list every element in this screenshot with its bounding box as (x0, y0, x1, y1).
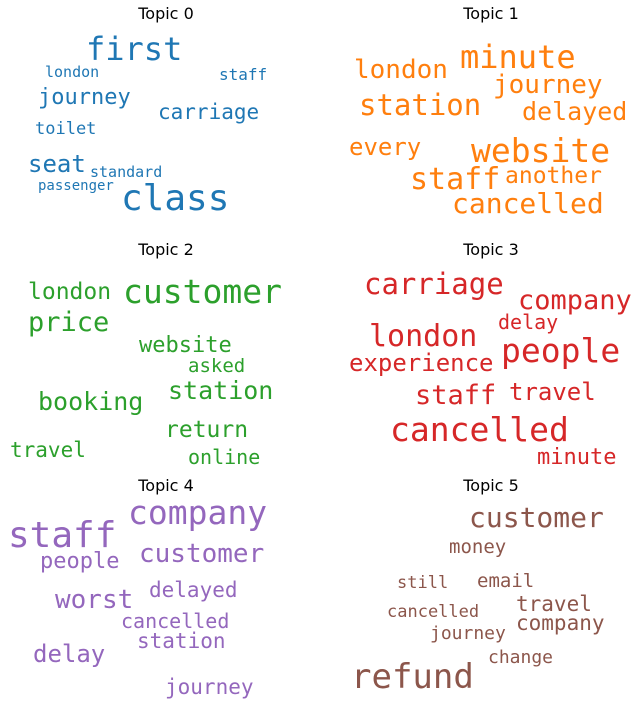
word-london: london (28, 279, 111, 305)
word-delay: delay (498, 310, 558, 334)
word-journey: journey (38, 85, 131, 110)
word-first: first (86, 30, 182, 68)
word-delayed: delayed (149, 578, 238, 602)
word-booking: booking (38, 387, 143, 416)
word-another: another (505, 163, 602, 189)
word-journey: journey (430, 623, 506, 644)
word-worst: worst (55, 585, 133, 615)
word-passenger: passenger (38, 178, 114, 194)
topic-title: Topic 3 (462, 240, 519, 259)
topic-title: Topic 0 (137, 4, 194, 23)
word-station: station (359, 88, 481, 122)
word-staff: staff (219, 65, 267, 84)
topic-panel-0: Topic 0 first journey carriage class seat toil… (28, 4, 267, 219)
word-journey: journey (493, 70, 603, 100)
topic-title: Topic 4 (137, 476, 194, 495)
word-cancelled: cancelled (452, 187, 604, 220)
word-staff: staff (8, 515, 116, 556)
word-london: london (45, 63, 99, 81)
word-website: website (471, 131, 610, 170)
word-travel: travel (509, 378, 596, 406)
word-seat: seat (28, 150, 86, 178)
word-london: london (369, 319, 477, 354)
word-minute: minute (537, 445, 616, 470)
word-asked: asked (188, 355, 245, 377)
word-cancelled: cancelled (121, 609, 229, 633)
word-class: class (121, 178, 229, 219)
word-every: every (349, 133, 421, 161)
word-minute: minute (460, 38, 576, 76)
word-company: company (516, 611, 605, 635)
word-experience: experience (349, 349, 494, 377)
word-email: email (477, 570, 534, 592)
topic-title: Topic 2 (137, 240, 194, 259)
word-refund: refund (351, 657, 474, 697)
word-toilet: toilet (35, 119, 96, 139)
topic-title: Topic 5 (462, 476, 519, 495)
word-delayed: delayed (522, 97, 627, 126)
word-people: people (501, 331, 620, 370)
word-people: people (40, 549, 119, 574)
word-customer: customer (123, 272, 282, 311)
word-company: company (518, 285, 632, 316)
word-journey: journey (165, 675, 254, 699)
topic-panel-3: Topic 3 carriage company london delaypeoplee… (349, 240, 632, 470)
word-online: online (188, 445, 260, 469)
word-money: money (449, 536, 506, 558)
word-station: station (168, 376, 273, 405)
word-delay: delay (33, 640, 105, 668)
word-staff: staff (410, 162, 500, 197)
word-cancelled: cancelled (387, 602, 479, 622)
word-still: still (397, 573, 448, 593)
word-price: price (28, 307, 109, 338)
word-london: london (354, 55, 448, 85)
word-cancelled: cancelled (390, 410, 569, 449)
word-travel: travel (10, 438, 86, 462)
topic-title: Topic 1 (462, 4, 519, 23)
word-travel: travel (516, 592, 592, 616)
word-carriage: carriage (158, 100, 259, 124)
word-company: company (128, 493, 267, 532)
word-change: change (488, 647, 553, 668)
word-customer: customer (139, 539, 264, 569)
word-standard: standard (90, 163, 162, 181)
word-customer: customer (469, 501, 604, 534)
word-website: website (139, 333, 232, 358)
word-carriage: carriage (364, 267, 504, 301)
word-return: return (165, 417, 248, 443)
word-staff: staff (415, 380, 496, 411)
word-station: station (137, 629, 226, 653)
